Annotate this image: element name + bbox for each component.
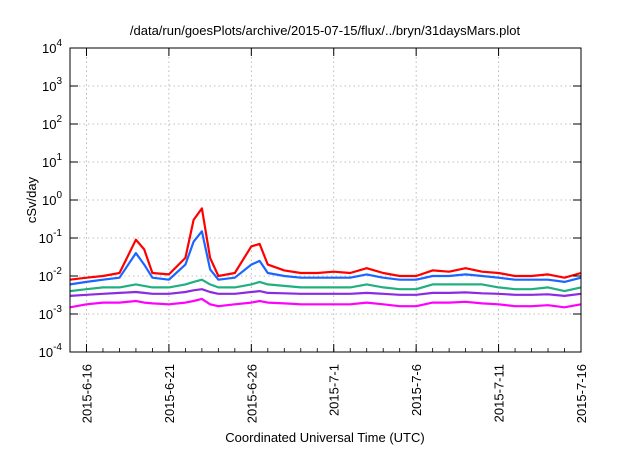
x-tick-label: 2015-7-16 — [574, 364, 589, 423]
y-tick-label: 10-4 — [39, 342, 63, 360]
x-tick-label: 2015-6-16 — [79, 364, 94, 423]
series-line-4 — [69, 288, 582, 297]
x-axis-title: Coordinated Universal Time (UTC) — [225, 430, 424, 445]
x-tick-label: 2015-7-1 — [327, 364, 342, 416]
y-tick-label: 10-3 — [39, 304, 63, 322]
x-tick-label: 2015-7-11 — [492, 364, 507, 422]
series-line-1 — [69, 207, 582, 281]
y-tick-label: 103 — [42, 76, 62, 94]
y-tick-label: 104 — [42, 38, 62, 56]
series-line-2 — [69, 230, 582, 286]
chart-title: /data/run/goesPlots/archive/2015-07-15/f… — [130, 23, 521, 38]
x-tick-label: 2015-7-6 — [409, 364, 424, 416]
y-tick-label: 102 — [42, 114, 62, 132]
y-tick-label: 10-1 — [39, 228, 63, 246]
y-tick-label: 100 — [42, 190, 62, 208]
ticks: 10-4 10-3 10-2 10-1 100 101 102 103 104 2015-6-16… — [39, 38, 589, 423]
x-tick-label: 2015-6-21 — [162, 364, 177, 423]
x-tick-label: 2015-6-26 — [244, 364, 259, 423]
series-line-5 — [69, 297, 582, 309]
y-axis-title: cSv/day — [24, 176, 39, 223]
series-layer — [69, 207, 582, 309]
y-tick-label: 101 — [42, 152, 62, 170]
series-line-3 — [69, 278, 582, 293]
y-tick-label: 10-2 — [39, 266, 63, 284]
